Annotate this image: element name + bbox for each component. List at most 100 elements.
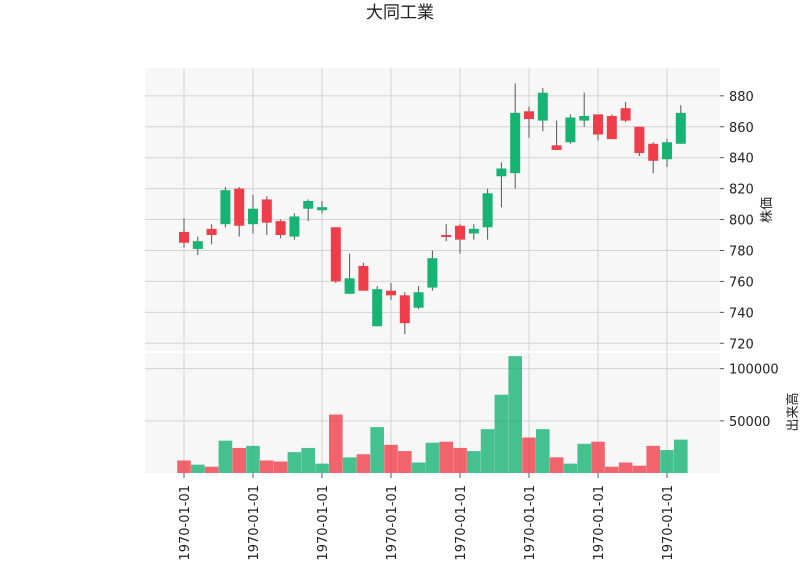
volume-bar [467, 451, 481, 473]
volume-bar [632, 465, 647, 473]
volume-bar [260, 460, 274, 473]
candle-body [606, 115, 617, 140]
candle-body [482, 193, 493, 228]
candle-body [248, 208, 258, 225]
price-tick-label: 860 [729, 121, 754, 136]
candle-body [565, 117, 576, 143]
volume-bar [218, 440, 233, 473]
volume-bar [398, 451, 412, 473]
volume-tick-label: 50000 [729, 415, 770, 430]
candle-body [675, 112, 686, 144]
price-axis-label: 株価 [760, 197, 775, 223]
volume-axis: 50000 100000 [720, 363, 779, 430]
candle-body [206, 228, 217, 236]
candle-body [510, 112, 521, 174]
volume-bar [301, 447, 315, 473]
volume-bar [591, 441, 605, 473]
volume-bar [370, 427, 384, 473]
candle-body [275, 221, 286, 236]
volume-bar [549, 457, 564, 473]
candle-body [289, 216, 300, 237]
x-tick-label: 1970-01-01 [454, 485, 469, 561]
volume-bar [577, 443, 591, 473]
candle-body [496, 168, 507, 177]
price-tick-label: 740 [729, 306, 754, 321]
candles [179, 83, 686, 334]
volume-tick-label: 100000 [729, 363, 779, 378]
candle-body [524, 111, 534, 120]
volume-bar [522, 437, 536, 473]
candle-body [303, 200, 314, 209]
chart-title: 大同工業 [366, 3, 434, 23]
candle-body [551, 145, 562, 150]
x-tick-label: 1970-01-01 [385, 485, 400, 561]
volume-bar [329, 414, 343, 473]
candle-body [634, 126, 645, 154]
candle-body [358, 265, 369, 291]
volume-bar [177, 460, 191, 473]
x-tick-label: 1970-01-01 [178, 485, 193, 561]
volume-bar [646, 445, 660, 473]
candle-body [220, 190, 231, 225]
volume-axis-label: 出来高 [785, 392, 800, 431]
candle-body [662, 142, 672, 160]
candle-body [427, 258, 438, 288]
volume-bar [384, 444, 398, 473]
candle-body [386, 290, 396, 296]
volume-bar [287, 452, 302, 473]
candle-body [537, 92, 548, 121]
candle-body [192, 241, 203, 249]
gridlines [145, 68, 720, 473]
volume-bar [480, 429, 495, 473]
candle-body [455, 225, 465, 240]
candle-body [399, 295, 410, 324]
volume-bar [204, 466, 219, 473]
candle-body [413, 292, 424, 308]
x-tick-label: 1970-01-01 [523, 485, 538, 561]
volume-bar [246, 445, 260, 473]
x-tick-label: 1970-01-01 [592, 485, 607, 561]
volume-bar [605, 466, 619, 473]
volume-bar [425, 442, 440, 473]
volume-bars [177, 356, 688, 473]
volume-bar [508, 356, 522, 473]
volume-bar [674, 439, 688, 473]
volume-bar [536, 429, 550, 473]
volume-bar [273, 461, 288, 473]
volume-bar [411, 462, 426, 473]
x-tick-label: 1970-01-01 [661, 485, 676, 561]
volume-bar [191, 464, 205, 473]
volume-bar [356, 454, 371, 473]
candle-body [317, 207, 327, 211]
price-tick-label: 720 [729, 337, 754, 352]
price-tick-label: 820 [729, 183, 754, 198]
x-axis: 1970-01-01 1970-01-01 1970-01-01 1970-01-01… [178, 473, 676, 561]
candle-body [372, 289, 383, 327]
candle-body [344, 278, 355, 294]
price-tick-label: 800 [729, 214, 754, 229]
price-panel-background [145, 68, 720, 351]
candle-body [234, 188, 245, 226]
candle-body [593, 114, 603, 135]
volume-bar [494, 394, 509, 473]
volume-bar [342, 457, 357, 473]
candle-body [261, 199, 272, 223]
candle-body [330, 227, 341, 282]
x-tick-label: 1970-01-01 [247, 485, 262, 561]
candle-body [579, 115, 590, 121]
price-tick-label: 840 [729, 152, 754, 167]
volume-bar [232, 447, 246, 473]
candle-body [441, 235, 452, 238]
candle-body [468, 228, 479, 234]
volume-bar [439, 441, 453, 473]
candle-body [620, 108, 631, 121]
volume-bar [618, 462, 633, 473]
price-axis: 720 740 760 780 800 820 840 860 880 [720, 90, 754, 352]
x-tick-label: 1970-01-01 [316, 485, 331, 561]
price-tick-label: 760 [729, 275, 754, 290]
price-tick-label: 880 [729, 90, 754, 105]
volume-bar [660, 450, 674, 473]
volume-bar [453, 447, 467, 473]
volume-bar [563, 463, 578, 473]
